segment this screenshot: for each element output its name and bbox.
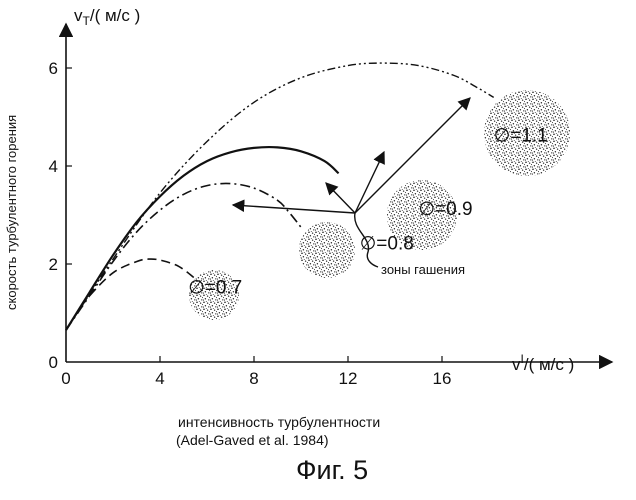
phi-label: ∅=1.1: [494, 126, 548, 147]
arrow-up: [354, 150, 385, 214]
y-tick-group: 0 2 4 6: [49, 59, 72, 372]
series-line-2: [65, 182, 302, 331]
phi-label: ∅=0.7: [188, 277, 242, 298]
source-citation: (Adel-Gaved et al. 1984): [176, 432, 329, 448]
arrow-up-right: [354, 97, 471, 214]
x-side-label: интенсивность турбулентности: [178, 414, 381, 430]
phi-label: ∅=0.9: [419, 199, 473, 220]
x-tick-label: 4: [155, 369, 164, 388]
y-axis-label: vT/( м/с ): [74, 6, 140, 28]
series-line-1: [65, 258, 196, 331]
x-tick-label: 0: [61, 369, 70, 388]
quench-arrows: [231, 97, 471, 268]
flame-blob-0-8: [299, 222, 355, 278]
x-axis-label: vI/( м/с ): [512, 352, 574, 374]
y-tick-label: 0: [49, 353, 58, 372]
flame-blob-0-7: [189, 270, 239, 320]
x-tick-label: 16: [433, 369, 452, 388]
arrow-up-left: [325, 182, 356, 214]
series-group: [65, 62, 495, 331]
arrow-left: [231, 199, 356, 214]
phi-label-group: ∅=0.7 ∅=0.8∅=0.9 ∅=1.1: [188, 126, 548, 299]
y-tick-label: 4: [49, 157, 58, 176]
y-side-label: скорость турбулентного горения: [4, 115, 19, 310]
x-tick-label: 12: [339, 369, 358, 388]
quench-leader: [354, 212, 379, 268]
figure-caption: Фиг. 5: [296, 455, 369, 485]
phi-label: ∅=0.8: [360, 233, 414, 254]
y-tick-label: 6: [49, 59, 58, 78]
flame-blob-1-1: [484, 90, 570, 176]
series-line-4: [65, 62, 495, 331]
series-line-3: [65, 145, 340, 331]
x-tick-group: 0 4 8 12 16: [61, 356, 451, 388]
x-tick-label: 8: [249, 369, 258, 388]
y-tick-label: 2: [49, 255, 58, 274]
flame-blob-0-9: [387, 180, 457, 250]
quench-zone-label: зоны гашения: [381, 262, 465, 277]
